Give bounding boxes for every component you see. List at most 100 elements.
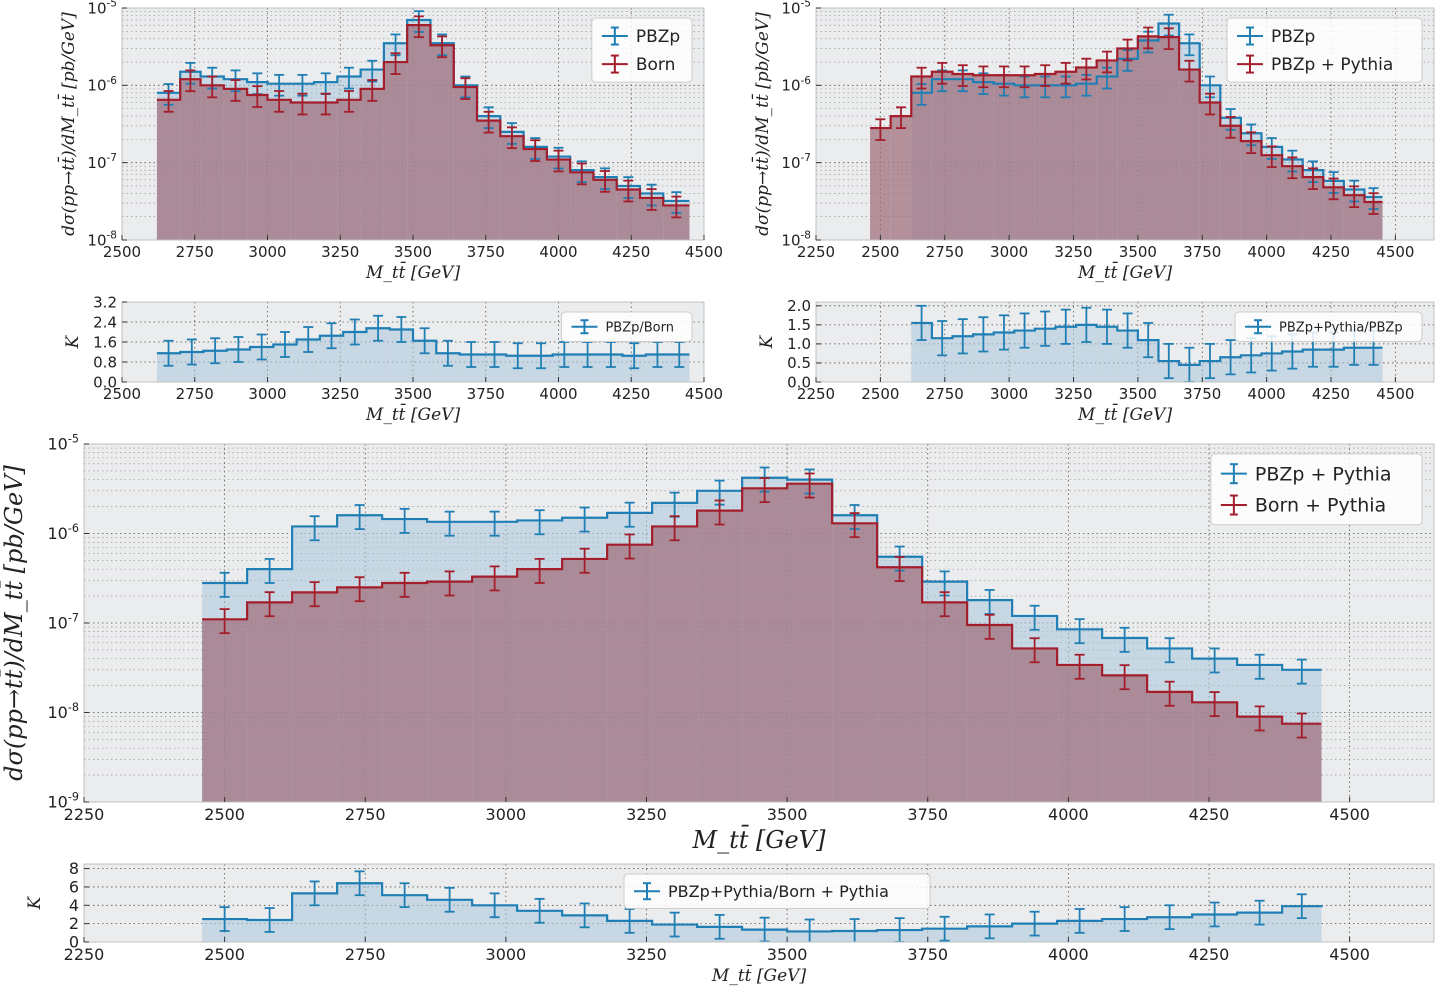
data-point bbox=[1040, 64, 1051, 87]
x-tick-label: 4250 bbox=[1312, 385, 1350, 403]
y-tick-label: 2.4 bbox=[93, 313, 117, 331]
x-tick-label: 4500 bbox=[1329, 805, 1370, 824]
data-point bbox=[1074, 618, 1085, 645]
data-point bbox=[579, 902, 590, 929]
panel-r1: 2500 2750 3000 3250 3500 3750 4000 4250 4500 0.0 0… bbox=[63, 293, 723, 425]
x-axis-label: M_tt̄ [GeV] bbox=[365, 260, 461, 283]
bin-fill bbox=[973, 334, 994, 382]
y-tick-label: 10-7 bbox=[87, 152, 117, 172]
bin-fill bbox=[1096, 326, 1118, 382]
y-tick-label: 10-6 bbox=[87, 75, 117, 95]
data-point bbox=[849, 918, 860, 942]
plot-frame bbox=[83, 863, 1435, 943]
bin-fill bbox=[337, 587, 383, 802]
legend-label: PBZp bbox=[636, 27, 680, 47]
bin-fill bbox=[1240, 141, 1262, 240]
x-tick-label: 3000 bbox=[248, 385, 286, 403]
bin-fill bbox=[967, 624, 1013, 802]
data-point bbox=[1254, 899, 1265, 926]
bin-fill bbox=[382, 582, 428, 802]
data-point bbox=[1164, 680, 1175, 707]
x-tick-label: 2500 bbox=[204, 805, 245, 824]
data-point bbox=[1101, 308, 1112, 345]
data-point bbox=[534, 509, 545, 536]
bin-fill bbox=[156, 353, 181, 382]
x-tick-label: 3250 bbox=[1054, 243, 1092, 261]
bin-fill bbox=[226, 349, 251, 382]
y-tick-label: 10-9 bbox=[47, 790, 79, 811]
series-step-line bbox=[156, 327, 690, 357]
data-point bbox=[553, 149, 564, 173]
y-tick-label: 0.5 bbox=[787, 354, 811, 372]
bin-fill bbox=[1034, 74, 1056, 240]
data-point bbox=[399, 571, 410, 598]
x-tick-label: 3750 bbox=[1183, 385, 1221, 403]
data-point bbox=[759, 477, 770, 504]
data-point bbox=[207, 75, 218, 99]
data-point bbox=[256, 333, 267, 361]
data-point bbox=[1081, 57, 1092, 81]
data-point bbox=[1225, 339, 1236, 376]
bin-fill bbox=[993, 75, 1015, 240]
x-axis-label: M_tt̄ [GeV] bbox=[711, 963, 807, 986]
series-step-line bbox=[202, 476, 1322, 671]
data-point bbox=[582, 341, 593, 368]
data-point bbox=[1143, 322, 1154, 359]
x-tick-label: 3750 bbox=[907, 945, 948, 964]
bin-fill bbox=[500, 136, 524, 240]
legend: PBZp Born bbox=[591, 17, 693, 83]
y-tick-label: 10-8 bbox=[47, 701, 79, 722]
bin-fill bbox=[1137, 36, 1159, 240]
y-tick-label: 2 bbox=[69, 914, 79, 933]
data-point bbox=[1119, 906, 1130, 932]
data-point bbox=[399, 882, 410, 909]
bin-fill bbox=[1343, 195, 1365, 240]
data-point bbox=[1254, 653, 1265, 680]
x-tick-label: 3750 bbox=[467, 385, 505, 403]
x-tick-label: 3500 bbox=[767, 805, 808, 824]
bin-fill bbox=[1096, 60, 1118, 240]
data-point bbox=[489, 892, 500, 919]
bin-fill bbox=[273, 344, 297, 382]
legend-label: PBZp/Born bbox=[605, 320, 674, 335]
bin-fill bbox=[575, 354, 600, 382]
x-axis-label: M_tt̄ [GeV] bbox=[365, 402, 461, 425]
panel-r3: 2250 2500 2750 3000 3250 3500 3750 4000 4250 4500… bbox=[25, 859, 1435, 986]
bin-fill bbox=[1076, 67, 1097, 240]
y-tick-label: 3.2 bbox=[93, 293, 117, 311]
data-point bbox=[1119, 626, 1130, 653]
x-tick-label: 3500 bbox=[394, 243, 432, 261]
x-tick-label: 3000 bbox=[486, 945, 527, 964]
series-step-line bbox=[911, 321, 1383, 366]
data-point bbox=[534, 558, 545, 584]
data-point bbox=[483, 110, 494, 134]
x-tick-label: 2750 bbox=[345, 945, 386, 964]
bin-fill bbox=[223, 88, 248, 240]
data-point bbox=[978, 316, 989, 353]
legend: PBZp + Pythia Born + Pythia bbox=[1210, 453, 1423, 526]
bin-fill bbox=[517, 569, 563, 802]
x-tick-label: 2750 bbox=[926, 385, 964, 403]
bin-fill bbox=[952, 336, 974, 382]
data-point bbox=[559, 341, 570, 368]
data-point bbox=[303, 326, 314, 353]
bin-fill bbox=[1364, 202, 1383, 240]
x-tick-label: 3500 bbox=[767, 945, 808, 964]
bin-fill bbox=[1076, 324, 1097, 382]
y-tick-label: 10-8 bbox=[781, 230, 811, 250]
data-point bbox=[536, 342, 547, 370]
y-tick-label: 10-5 bbox=[781, 0, 811, 17]
bin-fill bbox=[430, 45, 454, 240]
bin-fill bbox=[1147, 691, 1193, 802]
bin-fill bbox=[952, 74, 974, 240]
data-point bbox=[1225, 116, 1236, 139]
y-tick-label: 10-8 bbox=[87, 230, 117, 250]
y-tick-label: 10-5 bbox=[47, 432, 79, 453]
legend-label: Born bbox=[636, 55, 676, 75]
plot-frame bbox=[815, 301, 1435, 383]
data-point bbox=[489, 510, 500, 537]
x-tick-label: 3250 bbox=[321, 385, 359, 403]
series-step-line bbox=[156, 24, 690, 207]
data-point bbox=[937, 320, 948, 357]
data-point bbox=[444, 510, 455, 537]
